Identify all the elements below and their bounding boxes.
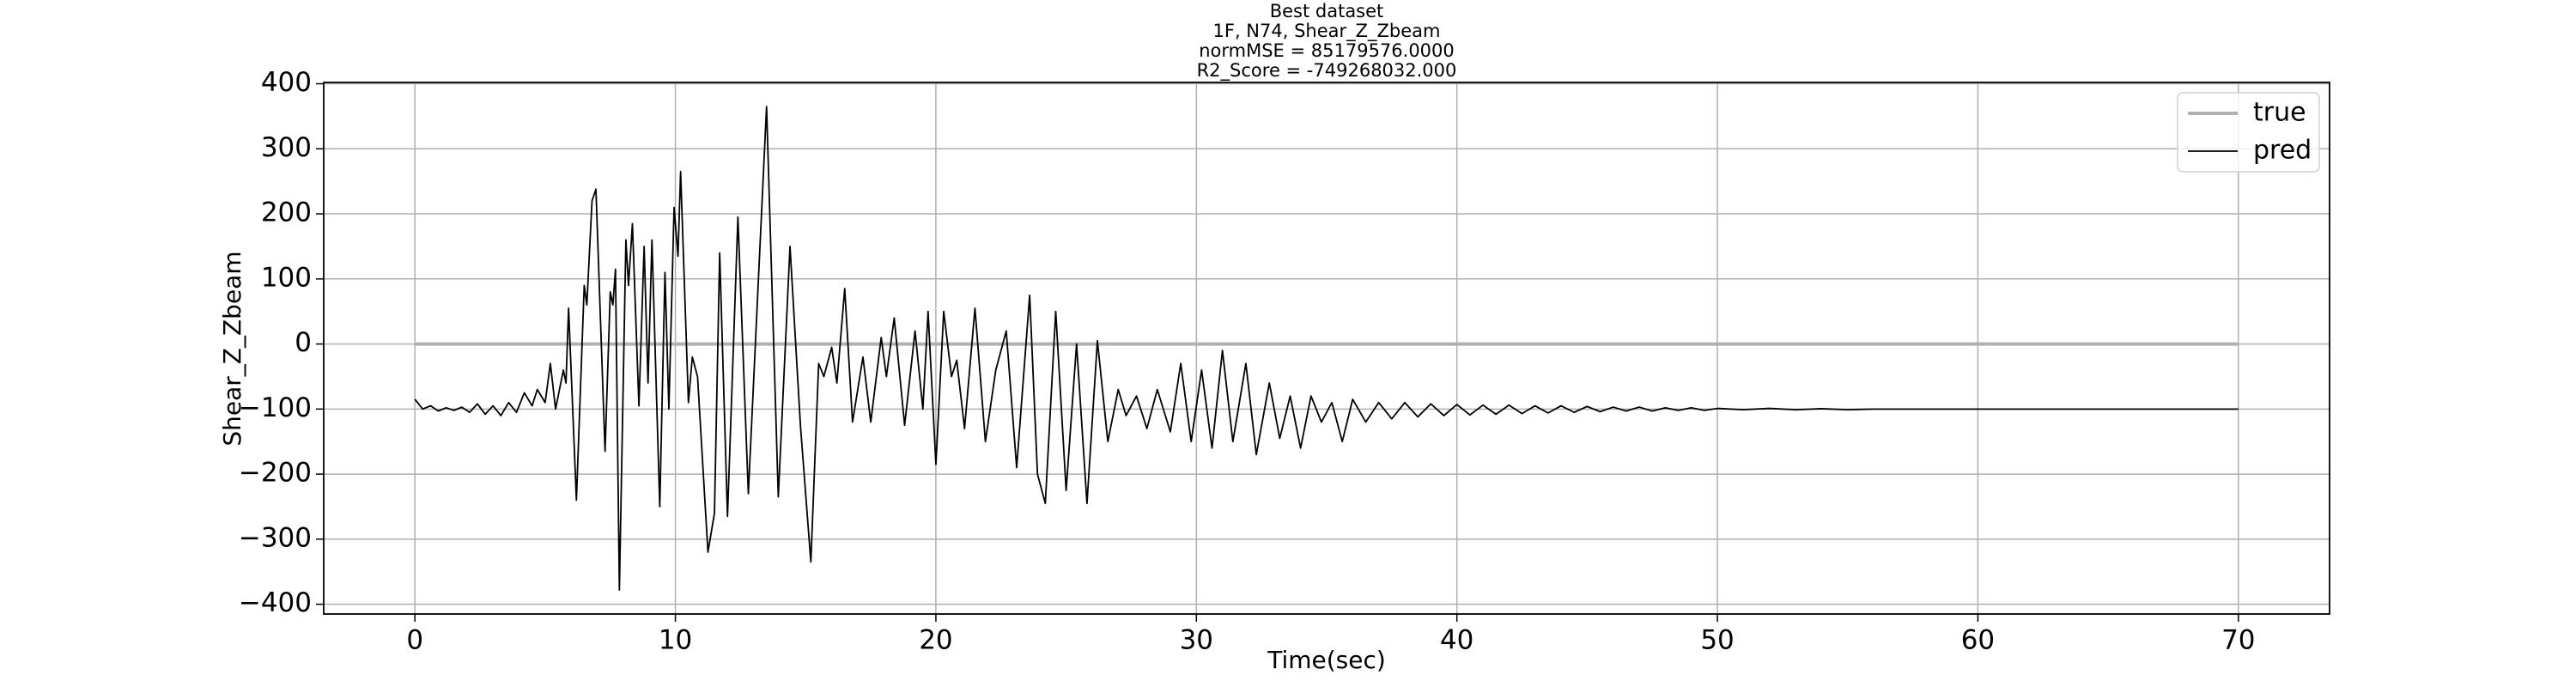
x-tick-label: 20 [919,625,952,656]
chart-title: R2_Score = -749268032.000 [1197,60,1457,82]
x-tick-label: 30 [1180,625,1213,656]
y-tick-label: 100 [261,262,312,293]
legend-label: pred [2253,136,2312,166]
y-tick-label: 400 [261,67,312,98]
y-tick-label: −400 [239,587,312,618]
chart-title: normMSE = 85179576.0000 [1199,40,1455,61]
x-tick-label: 0 [406,625,423,656]
x-tick-label: 40 [1440,625,1473,656]
x-tick-label: 60 [1961,625,1995,656]
chart-title: Best dataset [1270,1,1384,21]
y-axis-label: Shear_Z_Zbeam [218,251,246,446]
y-tick-label: 200 [261,198,312,228]
data-line [414,106,2239,591]
plot-frame [323,82,2330,615]
chart-title: 1F, N74, Shear_Z_Zbeam [1213,21,1441,42]
y-tick-label: −100 [239,392,312,423]
x-tick-label: 70 [2221,625,2255,656]
x-tick-label: 10 [659,625,692,656]
x-axis-label: Time(sec) [1267,646,1386,674]
y-tick-label: −300 [239,522,312,553]
y-tick-label: 0 [295,327,312,358]
legend-label: true [2253,98,2306,128]
y-tick-label: −200 [239,458,312,489]
x-tick-label: 50 [1700,625,1734,656]
y-tick-label: 300 [261,132,312,163]
